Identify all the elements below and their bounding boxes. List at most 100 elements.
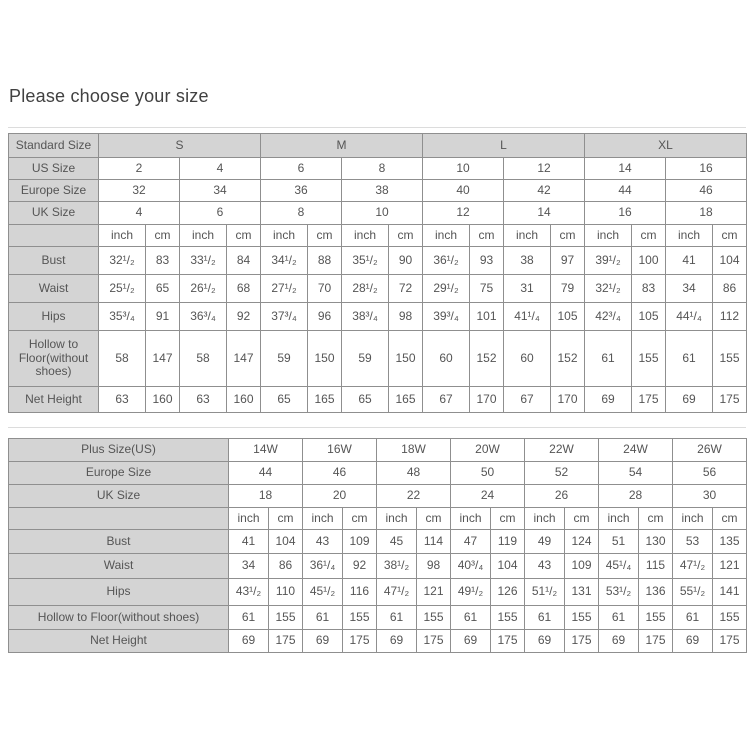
measure-value-cell: 39³/₄ — [422, 302, 470, 331]
measure-value-cell: 55¹/₂ — [672, 578, 713, 606]
measure-value-cell: 175 — [416, 629, 451, 653]
page-title: Please choose your size — [9, 86, 209, 106]
size-value-cell: 22 — [376, 484, 451, 508]
measure-value-cell: 41¹/₄ — [503, 302, 551, 331]
size-value-cell: 20W — [450, 438, 525, 462]
measure-value-cell: 45¹/₄ — [598, 553, 639, 579]
measure-value-cell: 110 — [268, 578, 303, 606]
measure-value-cell: 115 — [638, 553, 673, 579]
unit-cell-cm: cm — [469, 224, 504, 247]
measure-value-cell: 67 — [422, 386, 470, 413]
size-value-cell: 20 — [302, 484, 377, 508]
size-value-cell: 18 — [665, 201, 747, 225]
measure-value-cell: 69 — [665, 386, 713, 413]
unit-cell-cm: cm — [226, 224, 261, 247]
measure-value-cell: 86 — [268, 553, 303, 579]
measure-value-cell: 29¹/₂ — [422, 274, 470, 303]
measure-value-cell: 98 — [416, 553, 451, 579]
measure-value-cell: 93 — [469, 246, 504, 275]
measure-value-cell: 34 — [228, 553, 269, 579]
table-row: Europe Size 32 34 36 38 40 42 44 46 — [8, 179, 747, 202]
measure-value-cell: 97 — [550, 246, 585, 275]
row-label-cell: Hips — [8, 578, 229, 606]
measure-value-cell: 65 — [145, 274, 180, 303]
measure-value-cell: 116 — [342, 578, 377, 606]
measure-value-cell: 35¹/₂ — [341, 246, 389, 275]
measure-value-cell: 152 — [469, 330, 504, 387]
measure-value-cell: 69 — [302, 629, 343, 653]
row-label-cell: Hollow to Floor(without shoes) — [8, 605, 229, 630]
plus-size-chart: Plus Size(US) 14W 16W 18W 20W 22W 24W 26W Europe… — [8, 438, 747, 653]
measure-value-cell: 60 — [503, 330, 551, 387]
size-value-cell: 32 — [98, 179, 180, 202]
measure-value-cell: 114 — [416, 529, 451, 554]
measure-value-cell: 124 — [564, 529, 599, 554]
measure-value-cell: 58 — [179, 330, 227, 387]
measure-value-cell: 44¹/₄ — [665, 302, 713, 331]
unit-cell-cm: cm — [145, 224, 180, 247]
measure-value-cell: 39¹/₂ — [584, 246, 632, 275]
unit-corner-cell — [8, 224, 99, 247]
measure-value-cell: 165 — [388, 386, 423, 413]
measure-value-cell: 65 — [341, 386, 389, 413]
measure-value-cell: 32¹/₂ — [98, 246, 146, 275]
unit-cell-cm: cm — [388, 224, 423, 247]
table-row: Net Height 63 160 63 160 65 165 65 165 67 170 67 170… — [8, 386, 747, 413]
size-value-cell: 56 — [672, 461, 747, 485]
measure-value-cell: 60 — [422, 330, 470, 387]
unit-cell-cm: cm — [712, 507, 747, 530]
measure-value-cell: 47¹/₂ — [376, 578, 417, 606]
unit-cell-cm: cm — [490, 507, 525, 530]
size-group-header-cell: M — [260, 133, 423, 158]
size-value-cell: 18W — [376, 438, 451, 462]
measure-value-cell: 61 — [665, 330, 713, 387]
measure-value-cell: 58 — [98, 330, 146, 387]
unit-cell-inch: inch — [228, 507, 269, 530]
measure-value-cell: 45 — [376, 529, 417, 554]
row-label-cell: Net Height — [8, 386, 99, 413]
unit-cell-cm: cm — [268, 507, 303, 530]
row-label-cell: UK Size — [8, 484, 229, 508]
size-value-cell: 6 — [179, 201, 261, 225]
size-group-header-cell: S — [98, 133, 261, 158]
table-row: Bust 41 104 43 109 45 114 47 119 49 124 51 130 53 135 — [8, 529, 747, 554]
measure-value-cell: 101 — [469, 302, 504, 331]
measure-value-cell: 47¹/₂ — [672, 553, 713, 579]
measure-value-cell: 136 — [638, 578, 673, 606]
measure-value-cell: 34¹/₂ — [260, 246, 308, 275]
size-value-cell: 26 — [524, 484, 599, 508]
size-value-cell: 18 — [228, 484, 303, 508]
measure-value-cell: 131 — [564, 578, 599, 606]
measure-value-cell: 63 — [179, 386, 227, 413]
table-row: US Size 2 4 6 8 10 12 14 16 — [8, 157, 747, 180]
measure-value-cell: 43¹/₂ — [228, 578, 269, 606]
unit-cell-cm: cm — [416, 507, 451, 530]
measure-value-cell: 147 — [226, 330, 261, 387]
measure-value-cell: 126 — [490, 578, 525, 606]
table-row: Hollow to Floor(without shoes) 58 147 58 147… — [8, 330, 747, 387]
measure-value-cell: 61 — [376, 605, 417, 630]
size-value-cell: 42 — [503, 179, 585, 202]
measure-value-cell: 155 — [631, 330, 666, 387]
measure-value-cell: 43 — [524, 553, 565, 579]
measure-value-cell: 175 — [638, 629, 673, 653]
measure-value-cell: 147 — [145, 330, 180, 387]
measure-value-cell: 175 — [564, 629, 599, 653]
size-value-cell: 54 — [598, 461, 673, 485]
measure-value-cell: 104 — [712, 246, 747, 275]
measure-value-cell: 61 — [302, 605, 343, 630]
size-value-cell: 26W — [672, 438, 747, 462]
table-row: Europe Size 44 46 48 50 52 54 56 — [8, 461, 747, 485]
size-value-cell: 16W — [302, 438, 377, 462]
measure-value-cell: 98 — [388, 302, 423, 331]
measure-value-cell: 49 — [524, 529, 565, 554]
unit-cell-cm: cm — [342, 507, 377, 530]
measure-value-cell: 104 — [490, 553, 525, 579]
measure-value-cell: 84 — [226, 246, 261, 275]
measure-value-cell: 41 — [665, 246, 713, 275]
size-value-cell: 10 — [341, 201, 423, 225]
unit-cell-inch: inch — [672, 507, 713, 530]
measure-value-cell: 155 — [490, 605, 525, 630]
size-value-cell: 50 — [450, 461, 525, 485]
unit-cell-inch: inch — [450, 507, 491, 530]
